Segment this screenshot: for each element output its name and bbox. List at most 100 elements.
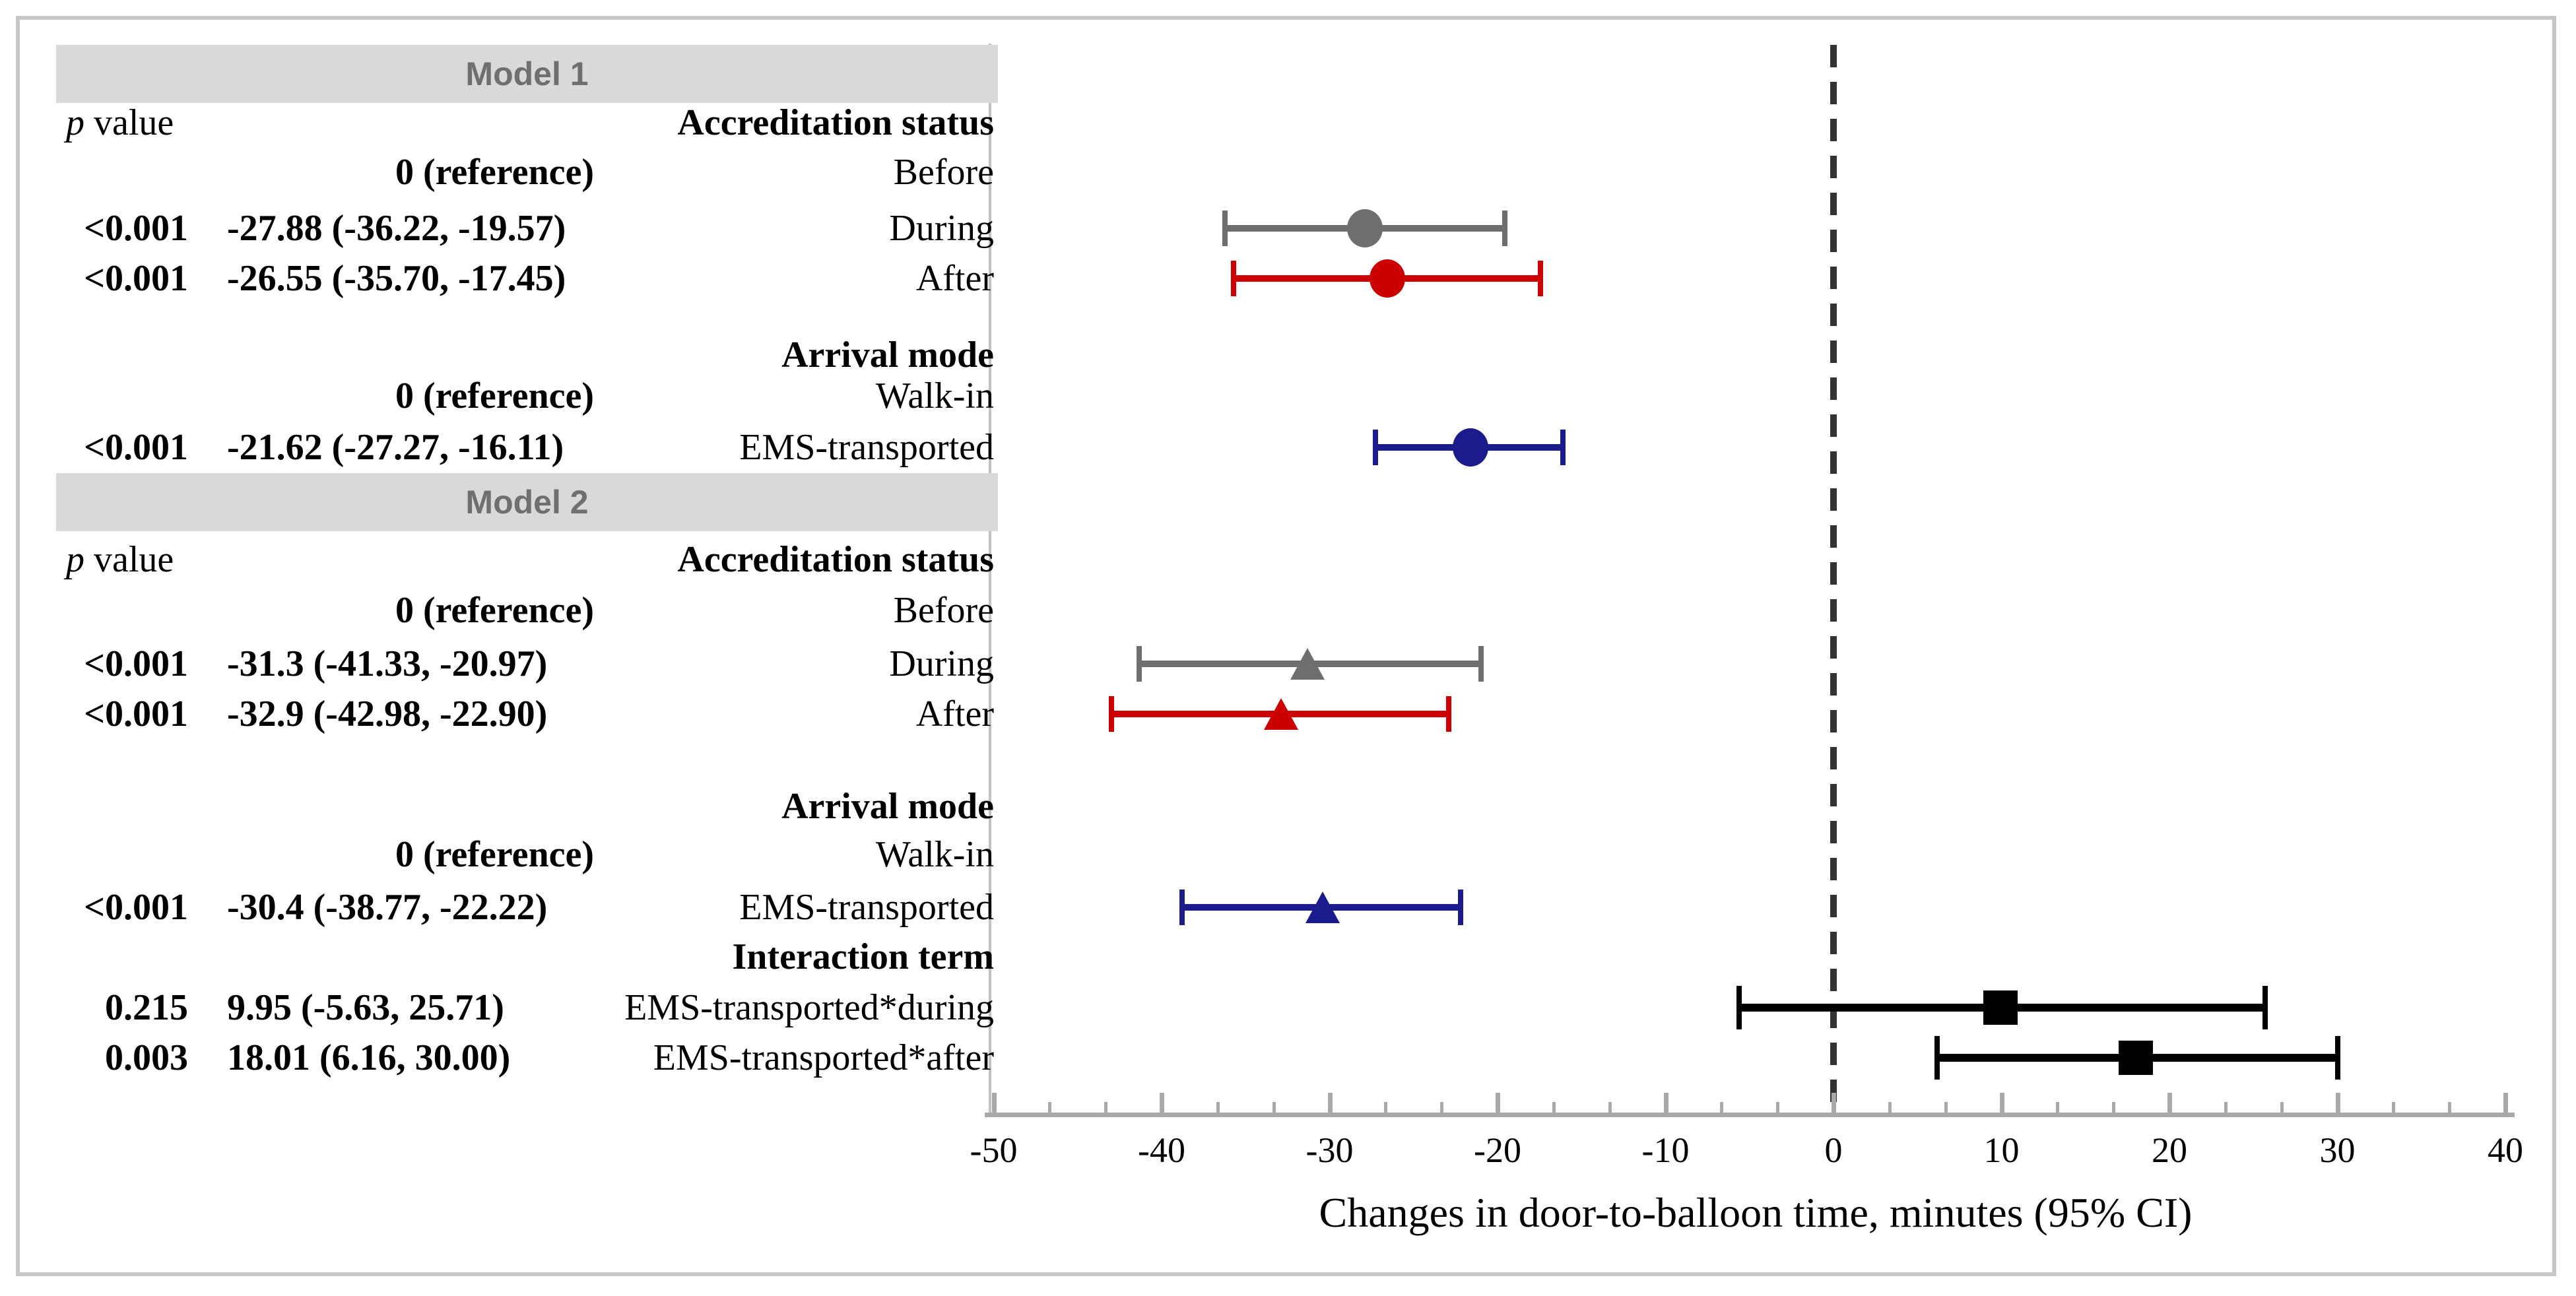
- row-label: EMS-transported: [739, 887, 994, 928]
- ci-cap-right: [1446, 696, 1452, 732]
- x-axis-minor-tick: [1440, 1102, 1444, 1113]
- x-axis-minor-tick: [1776, 1102, 1780, 1113]
- table-row: 0 (reference) Before: [0, 146, 2576, 199]
- marker-triangle: [1305, 891, 1340, 923]
- table-row: <0.001 -31.3 (-41.33, -20.97) During: [0, 637, 2576, 690]
- table-row: Arrival mode: [0, 329, 2576, 381]
- ci-cap-left: [1231, 261, 1237, 296]
- row-label: EMS-transported*during: [624, 987, 994, 1028]
- marker-circle: [1452, 428, 1488, 467]
- p-value-cell: <0.001: [84, 427, 188, 468]
- estimate-cell: 18.01 (6.16, 30.00): [227, 1037, 511, 1078]
- row-label: After: [915, 258, 994, 299]
- model-header-label: Model 2: [465, 484, 589, 521]
- row-label: During: [889, 208, 994, 249]
- marker-square: [2119, 1041, 2154, 1075]
- estimate-cell: -30.4 (-38.77, -22.22): [227, 887, 548, 928]
- x-axis-minor-tick: [1216, 1102, 1220, 1113]
- x-axis-minor-tick: [1104, 1102, 1108, 1113]
- x-axis-major-tick: [1327, 1093, 1333, 1113]
- group-header-label: Accreditation status: [677, 102, 994, 143]
- x-axis-minor-tick: [1608, 1102, 1612, 1113]
- x-axis-major-tick: [2335, 1093, 2340, 1113]
- p-value-column-header: p value: [66, 539, 174, 580]
- x-axis-tick-label: -30: [1305, 1130, 1354, 1170]
- ci-cap-right: [2262, 986, 2268, 1029]
- x-axis-tick-label: -50: [970, 1130, 1018, 1170]
- estimate-cell: 9.95 (-5.63, 25.71): [227, 987, 504, 1028]
- figure-frame: [16, 16, 2556, 1276]
- x-axis-minor-tick: [1720, 1102, 1724, 1113]
- p-value-cell: <0.001: [84, 258, 188, 299]
- x-axis-minor-tick: [2224, 1102, 2228, 1113]
- x-axis-tick-label: 0: [1824, 1130, 1843, 1170]
- table-row: <0.001 -21.62 (-27.27, -16.11) EMS-transpo…: [0, 421, 2576, 474]
- estimate-cell: -21.62 (-27.27, -16.11): [227, 427, 564, 468]
- marker-triangle: [1263, 698, 1298, 730]
- estimate-cell: 0 (reference): [395, 152, 594, 193]
- p-value-column-header: p value: [66, 102, 174, 143]
- x-axis-major-tick: [2167, 1093, 2172, 1113]
- row-label: During: [889, 643, 994, 684]
- marker-triangle: [1290, 648, 1325, 680]
- model-header-label: Model 1: [465, 55, 589, 92]
- x-axis-tick-label: 10: [1983, 1130, 2020, 1170]
- x-axis-minor-tick: [1944, 1102, 1948, 1113]
- p-value-cell: <0.001: [84, 887, 188, 928]
- p-value-cell: <0.001: [84, 208, 188, 249]
- estimate-cell: 0 (reference): [395, 375, 594, 416]
- estimate-cell: -26.55 (-35.70, -17.45): [227, 258, 566, 299]
- ci-cap-left: [1137, 646, 1142, 682]
- y-axis-spine: [988, 44, 991, 1115]
- x-axis-minor-tick: [1272, 1102, 1276, 1113]
- estimate-cell: 0 (reference): [395, 834, 594, 875]
- x-axis-major-tick: [1999, 1093, 2004, 1113]
- table-row: p value Accreditation status: [0, 96, 2576, 149]
- p-italic: p: [66, 102, 84, 143]
- p-value-cell: 0.003: [105, 1037, 188, 1078]
- marker-circle: [1370, 259, 1406, 298]
- p-italic: p: [66, 539, 84, 580]
- table-row: <0.001 -26.55 (-35.70, -17.45) After: [0, 252, 2576, 305]
- row-label: Walk-in: [876, 375, 994, 416]
- zero-reference-line: [1830, 45, 1837, 1113]
- x-axis-major-tick: [991, 1093, 997, 1113]
- x-axis-major-tick: [2503, 1093, 2508, 1113]
- ci-cap-right: [1560, 430, 1566, 465]
- marker-circle: [1347, 209, 1383, 247]
- row-label: Before: [893, 590, 994, 631]
- ci-cap-left: [1736, 986, 1742, 1029]
- model-header-bar: Model 1: [56, 45, 998, 103]
- table-row: Arrival mode: [0, 780, 2576, 833]
- row-label: Before: [893, 152, 994, 193]
- p-value-cell: 0.215: [105, 987, 188, 1028]
- p-value-cell: <0.001: [84, 694, 188, 734]
- row-label: Walk-in: [876, 834, 994, 875]
- ci-cap-right: [1502, 211, 1507, 246]
- row-label: EMS-transported: [739, 427, 994, 468]
- group-header-label: Accreditation status: [677, 539, 994, 580]
- table-row: Interaction term: [0, 930, 2576, 983]
- ci-cap-left: [1179, 890, 1185, 925]
- table-row: 0 (reference) Walk-in: [0, 828, 2576, 881]
- x-axis-line: [984, 1113, 2515, 1117]
- x-axis-minor-tick: [1384, 1102, 1388, 1113]
- table-row: 0.003 18.01 (6.16, 30.00) EMS-transported*…: [0, 1031, 2576, 1084]
- table-row: 0 (reference) Walk-in: [0, 370, 2576, 422]
- x-axis-minor-tick: [2280, 1102, 2284, 1113]
- table-row: p value Accreditation status: [0, 533, 2576, 586]
- x-axis-tick-label: -40: [1138, 1130, 1185, 1170]
- ci-cap-right: [1537, 261, 1543, 296]
- ci-cap-right: [1457, 890, 1463, 925]
- estimate-cell: 0 (reference): [395, 590, 594, 631]
- group-header-label: Arrival mode: [781, 335, 994, 375]
- row-label: After: [915, 694, 994, 734]
- table-row: <0.001 -27.88 (-36.22, -19.57) During: [0, 202, 2576, 255]
- group-header-label: Interaction term: [732, 936, 994, 977]
- x-axis-minor-tick: [1048, 1102, 1052, 1113]
- x-axis-major-tick: [1832, 1093, 1836, 1113]
- x-axis-minor-tick: [2056, 1102, 2060, 1113]
- x-axis-tick-label: 30: [2319, 1130, 2356, 1170]
- model-header-bar: Model 2: [56, 473, 998, 531]
